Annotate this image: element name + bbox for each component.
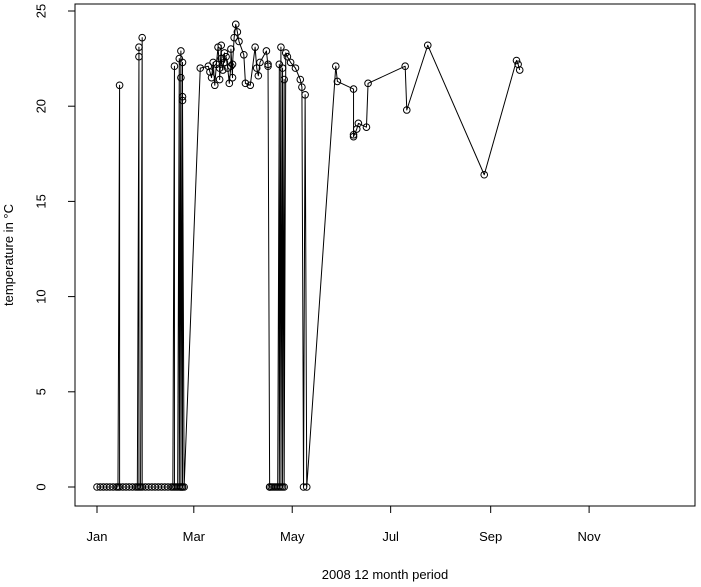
data-point — [354, 119, 363, 128]
data-point — [135, 52, 143, 61]
y-tick-label: 25 — [33, 4, 48, 18]
data-point — [180, 483, 188, 491]
data-point — [331, 62, 340, 71]
data-point — [298, 83, 306, 91]
x-tick-label: Sep — [479, 529, 502, 544]
data-point — [231, 20, 240, 29]
data-point — [280, 75, 288, 84]
data-point — [251, 43, 259, 51]
data-point — [291, 64, 300, 72]
x-tick-label: Jan — [87, 529, 108, 544]
data-point — [333, 77, 342, 86]
data-point — [230, 33, 238, 42]
data-point — [210, 81, 219, 90]
data-point — [423, 41, 432, 50]
x-axis-title: 2008 12 month period — [322, 567, 448, 582]
data-point — [264, 62, 272, 71]
data-point — [512, 56, 521, 65]
data-point — [207, 73, 216, 82]
data-point — [228, 73, 237, 82]
data-point — [254, 71, 263, 80]
data-point — [222, 52, 230, 61]
data-point — [227, 62, 235, 71]
y-tick-label: 0 — [33, 483, 48, 490]
data-point — [196, 64, 205, 72]
x-tick-label: May — [280, 529, 305, 544]
data-point — [219, 66, 227, 74]
data-point — [220, 58, 229, 67]
data-point — [349, 130, 358, 139]
data-point — [256, 58, 264, 67]
x-tick-label: Jul — [382, 529, 399, 544]
data-point — [283, 52, 292, 61]
data-point — [296, 75, 305, 84]
data-point — [220, 49, 229, 57]
data-point — [514, 60, 522, 69]
y-tick-label: 20 — [33, 99, 48, 113]
data-point — [515, 66, 524, 74]
data-point — [178, 96, 187, 105]
data-point — [281, 49, 290, 57]
data-point — [178, 92, 187, 101]
data-point — [280, 483, 288, 491]
data-point — [177, 73, 185, 82]
data-point — [177, 47, 185, 55]
data-point — [178, 58, 187, 67]
data-point — [115, 81, 124, 90]
data-point — [246, 81, 255, 90]
data-point — [402, 106, 411, 114]
data-point — [241, 79, 250, 88]
data-point — [228, 60, 237, 69]
x-tick-label: Mar — [183, 529, 206, 544]
y-tick-label: 10 — [33, 289, 48, 303]
data-point — [240, 50, 248, 59]
data-point — [262, 47, 271, 55]
data-point — [233, 28, 242, 36]
x-tick-label: Nov — [578, 529, 602, 544]
y-tick-label: 15 — [33, 194, 48, 208]
data-point — [215, 75, 224, 84]
data-point — [286, 58, 295, 67]
data-point — [264, 60, 272, 69]
data-point — [170, 62, 179, 71]
data-point — [278, 64, 287, 72]
data-point — [235, 37, 243, 46]
series-layer — [93, 20, 524, 491]
series-line — [97, 23, 521, 488]
data-point — [401, 62, 409, 71]
data-point — [206, 68, 214, 76]
y-tick-label: 5 — [33, 388, 48, 395]
y-axis-title: temperature in °C — [1, 204, 16, 306]
data-point — [349, 85, 358, 93]
data-point — [362, 123, 371, 131]
data-point — [277, 43, 285, 51]
data-point — [204, 62, 213, 71]
data-point — [299, 483, 308, 491]
data-point — [217, 41, 226, 50]
data-point — [352, 125, 361, 133]
data-point — [135, 43, 143, 51]
data-point — [364, 79, 372, 88]
data-point — [227, 45, 235, 53]
data-point — [480, 170, 489, 179]
axes-layer: Jan Mar May Jul Sep Nov 0 5 10 15 20 25 — [33, 4, 601, 544]
data-point — [302, 483, 311, 491]
plot-frame — [74, 3, 696, 507]
data-point — [225, 79, 234, 88]
data-point — [349, 132, 358, 141]
data-point — [301, 90, 309, 99]
data-point — [138, 33, 146, 42]
data-point — [252, 64, 261, 72]
